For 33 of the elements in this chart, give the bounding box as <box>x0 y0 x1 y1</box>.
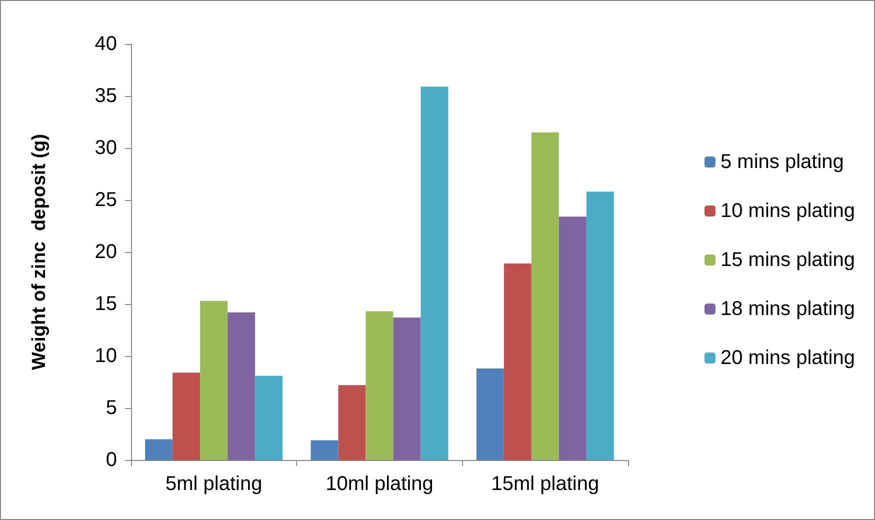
legend-label: 5 mins plating <box>720 151 844 173</box>
legend-label: 18 mins plating <box>720 298 856 320</box>
bar <box>338 385 366 460</box>
bar <box>476 368 504 460</box>
bar <box>310 440 338 460</box>
bar <box>504 263 532 460</box>
bar <box>366 311 394 460</box>
bar <box>145 439 173 460</box>
x-tick-label: 10ml plating <box>326 473 434 495</box>
y-tick-label: 10 <box>94 345 117 367</box>
x-tick-label: 15ml plating <box>491 473 600 495</box>
bar <box>420 86 448 460</box>
legend-label: 15 mins plating <box>720 249 856 271</box>
bar <box>172 372 200 460</box>
y-tick-label: 0 <box>106 449 117 471</box>
y-tick-label: 25 <box>94 189 117 211</box>
x-tick-label: 5ml plating <box>165 473 262 495</box>
y-axis-title: Weight of zinc deposit (g) <box>29 134 50 370</box>
legend-label: 20 mins plating <box>720 347 856 369</box>
bar <box>228 312 256 460</box>
bar <box>531 132 559 460</box>
y-tick-label: 5 <box>106 397 117 419</box>
bar <box>200 300 228 460</box>
bar <box>393 318 421 460</box>
y-tick-label: 15 <box>94 293 117 315</box>
y-tick-label: 35 <box>94 85 117 107</box>
bar <box>558 216 586 460</box>
bar <box>586 192 614 460</box>
legend-label: 10 mins plating <box>720 200 856 222</box>
y-tick-label: 20 <box>94 241 117 263</box>
y-tick-label: 40 <box>94 33 117 55</box>
y-tick-label: 30 <box>94 137 117 159</box>
bar <box>255 376 283 460</box>
